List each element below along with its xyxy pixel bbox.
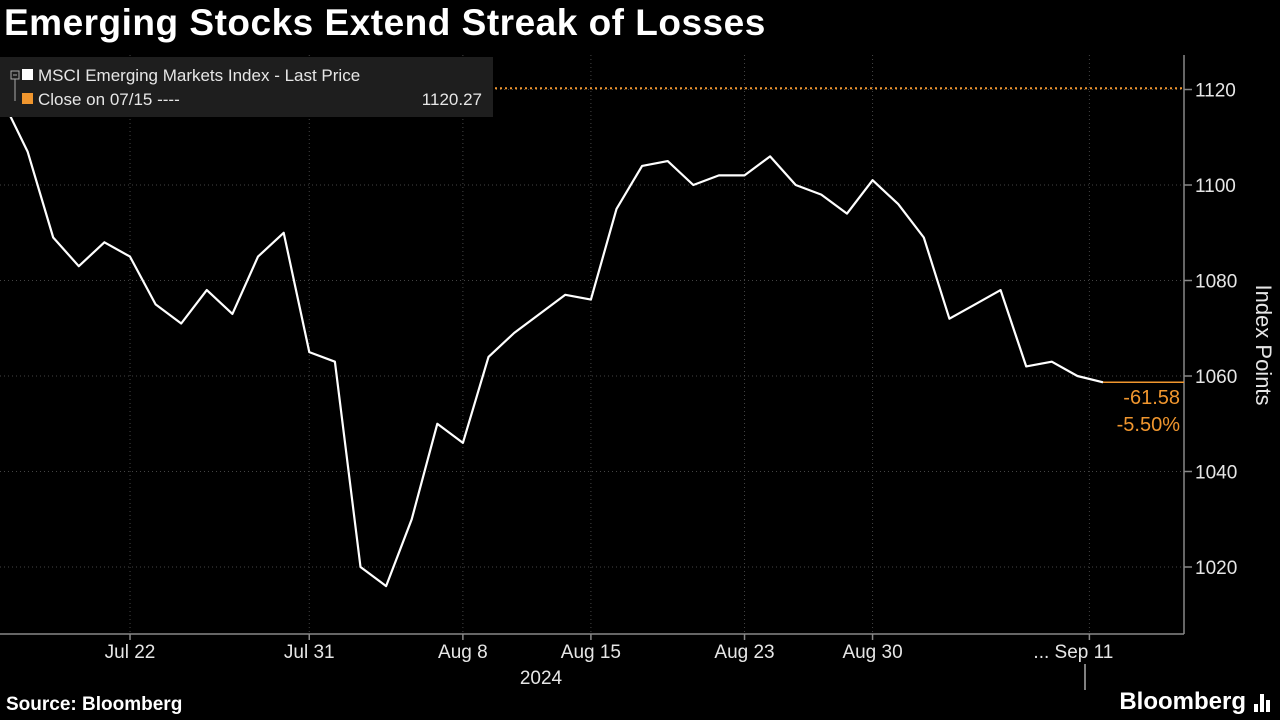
source-note: Source: Bloomberg: [6, 694, 183, 715]
legend-label-series: MSCI Emerging Markets Index - Last Price: [38, 66, 360, 85]
chart-title: Emerging Stocks Extend Streak of Losses: [4, 2, 766, 43]
x-tick-label: Jul 22: [105, 642, 156, 663]
legend-value-reference: 1120.27: [422, 90, 482, 109]
y-tick-label: 1020: [1195, 558, 1237, 579]
legend-box: [0, 57, 493, 117]
x-ticks: Jul 22 Jul 31 Aug 8 Aug 15 Aug 23 Aug 30 ... S…: [105, 634, 1113, 663]
change-percent-label: -5.50%: [1117, 414, 1181, 436]
x-tick-label: Aug 8: [438, 642, 488, 663]
y-tick-label: 1120: [1195, 81, 1236, 102]
x-tick-label: Aug 23: [714, 642, 774, 663]
y-tick-label: 1040: [1195, 463, 1237, 484]
brand-logo: Bloomberg: [1119, 688, 1246, 715]
legend-label-reference: Close on 07/15 ----: [38, 90, 180, 109]
x-tick-label: ... Sep 11: [1033, 642, 1113, 663]
change-points-label: -61.58: [1123, 387, 1180, 409]
y-tick-label: 1080: [1195, 272, 1237, 293]
y-tick-label: 1060: [1195, 367, 1237, 388]
x-tick-label: Aug 15: [561, 642, 621, 663]
legend-swatch-series: [22, 69, 33, 80]
x-tick-label: Jul 31: [284, 642, 335, 663]
legend-swatch-reference: [22, 93, 33, 104]
legend: MSCI Emerging Markets Index - Last Price…: [0, 57, 493, 117]
series-line: [1, 98, 1104, 588]
bar-chart-icon: [1254, 694, 1274, 712]
y-ticks: 1020 1040 1060 1080 1100 1120: [1184, 81, 1237, 579]
y-axis-label: Index Points: [1251, 284, 1276, 405]
grid: [0, 55, 1184, 634]
x-tick-label: Aug 30: [842, 642, 902, 663]
y-tick-label: 1100: [1195, 176, 1236, 197]
legend-collapse-icon: [10, 70, 20, 101]
x-year-label: 2024: [520, 668, 563, 689]
